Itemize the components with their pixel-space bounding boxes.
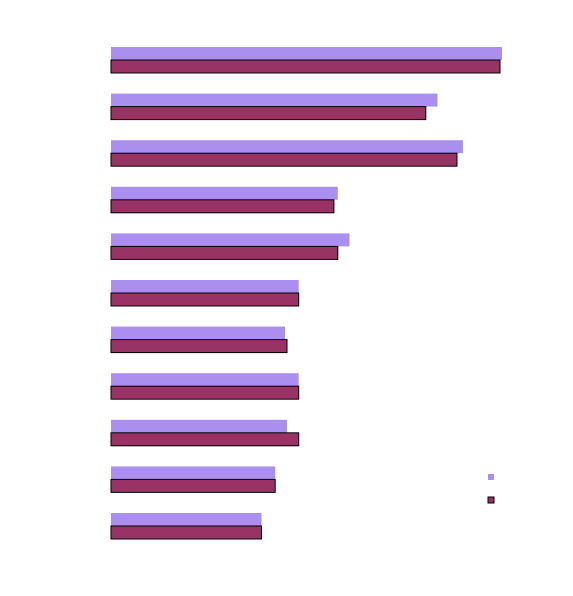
bar-series-1-8: [111, 373, 299, 387]
bar-series-1-5: [111, 233, 350, 247]
bar-series-1-9: [111, 419, 287, 433]
bars-group: [110, 47, 502, 540]
bar-series-1-1: [111, 47, 502, 60]
bar-series-2-1: [110, 59, 501, 74]
bar-series-1-11: [111, 513, 262, 526]
bar-series-2-8: [110, 385, 300, 400]
legend-swatch-series-2: [487, 496, 495, 504]
bar-series-1-4: [111, 186, 338, 200]
bar-series-2-4: [110, 199, 335, 214]
bar-series-2-9: [110, 432, 300, 447]
bar-series-1-6: [111, 280, 299, 293]
bar-series-2-5: [110, 245, 339, 260]
bar-series-2-7: [110, 339, 288, 354]
legend: [487, 474, 495, 504]
bar-series-2-10: [110, 478, 276, 493]
bar-series-1-7: [111, 326, 285, 340]
bar-series-2-2: [110, 106, 427, 121]
bar-series-1-3: [111, 140, 463, 154]
legend-swatch-series-1: [488, 474, 494, 480]
bar-series-1-2: [111, 93, 438, 107]
bar-series-2-6: [110, 292, 300, 307]
bar-series-2-11: [110, 525, 262, 540]
bar-series-1-10: [111, 466, 276, 480]
bar-series-2-3: [110, 152, 458, 167]
